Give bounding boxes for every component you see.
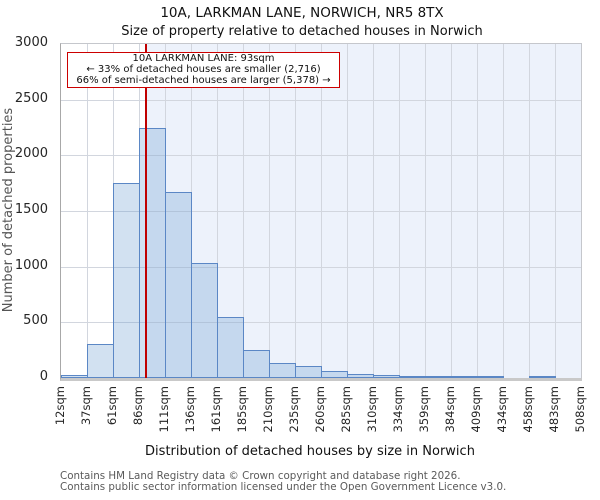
histogram-bar	[191, 263, 218, 378]
footer: Contains HM Land Registry data © Crown c…	[60, 471, 506, 493]
x-tick-label: 61sqm	[105, 386, 119, 426]
y-tick-label: 1000	[14, 257, 48, 273]
x-tick-label: 508sqm	[573, 386, 587, 433]
y-tick-label: 2500	[14, 90, 48, 106]
gridline-horizontal	[61, 211, 581, 212]
x-tick-label: 409sqm	[469, 386, 483, 433]
histogram-bar	[321, 371, 348, 378]
y-tick-label: 3000	[14, 35, 48, 50]
x-tick-label: 210sqm	[261, 386, 275, 433]
y-tick-label: 500	[23, 313, 48, 329]
x-tick-label: 136sqm	[183, 386, 197, 433]
x-tick-label: 334sqm	[391, 386, 405, 433]
footer-line2: Contains public sector information licen…	[60, 481, 507, 493]
x-tick-label: 12sqm	[53, 386, 67, 426]
histogram-bar	[451, 376, 478, 378]
histogram-bar	[217, 317, 244, 378]
y-tick-label: 1500	[14, 202, 48, 217]
annotation-box: 10A LARKMAN LANE: 93sqm ← 33% of detache…	[67, 52, 340, 88]
histogram-bar	[373, 374, 400, 378]
subject-size-marker-line	[144, 44, 147, 378]
gridline-horizontal	[61, 322, 581, 324]
x-tick-label: 458sqm	[521, 386, 535, 433]
gridline-horizontal	[61, 266, 581, 268]
x-tick-label: 384sqm	[443, 386, 457, 433]
x-axis-label: Distribution of detached houses by size …	[145, 444, 475, 459]
page-subtitle: Size of property relative to detached ho…	[121, 24, 483, 39]
histogram-bar	[165, 192, 192, 378]
page-title: 10A, LARKMAN LANE, NORWICH, NR5 8TX	[160, 5, 444, 21]
histogram-bar	[399, 375, 426, 378]
histogram-bar	[87, 343, 114, 378]
histogram-bar	[477, 376, 504, 378]
histogram-bar	[61, 375, 88, 378]
x-tick-label: 86sqm	[131, 386, 145, 426]
annotation-line2: ← 33% of detached houses are smaller (2,…	[86, 63, 321, 75]
histogram-bar	[295, 366, 322, 378]
y-tick-label: 2000	[14, 146, 48, 162]
gridline-horizontal	[61, 155, 581, 157]
x-tick-label: 483sqm	[547, 386, 561, 433]
histogram-bar	[113, 183, 140, 378]
x-tick-label: 434sqm	[495, 386, 509, 433]
histogram-bar	[529, 376, 556, 378]
histogram-bar	[243, 350, 270, 378]
histogram-bar	[347, 374, 374, 378]
x-tick-label: 235sqm	[287, 386, 301, 433]
gridline-horizontal	[61, 99, 581, 101]
annotation-line3: 66% of semi-detached houses are larger (…	[76, 74, 331, 86]
footer-line1: Contains HM Land Registry data © Crown c…	[60, 470, 461, 482]
x-tick-label: 310sqm	[365, 386, 379, 433]
histogram-bar	[139, 127, 166, 378]
x-tick-label: 185sqm	[235, 386, 249, 433]
x-tick-label: 285sqm	[339, 386, 353, 433]
histogram-bar	[269, 362, 296, 378]
x-tick-label: 161sqm	[209, 386, 223, 433]
x-tick-label: 111sqm	[157, 386, 171, 433]
x-tick-label: 260sqm	[313, 386, 327, 433]
histogram-bar	[425, 376, 452, 378]
annotation-line1: 10A LARKMAN LANE: 93sqm	[132, 53, 275, 64]
plot-area: 10A LARKMAN LANE: 93sqm ← 33% of detache…	[60, 43, 582, 381]
x-tick-label: 359sqm	[417, 386, 431, 433]
y-tick-label: 0	[39, 369, 48, 384]
x-tick-label: 37sqm	[79, 386, 93, 426]
